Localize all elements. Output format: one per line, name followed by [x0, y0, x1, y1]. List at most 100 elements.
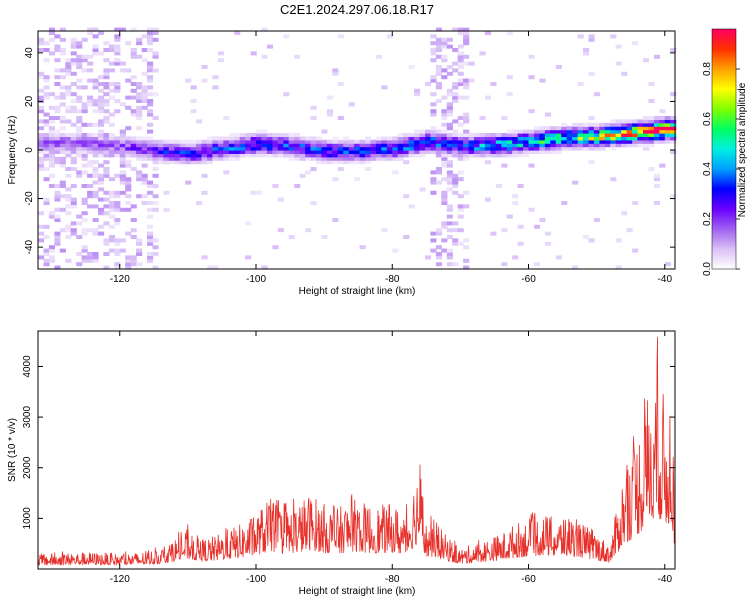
spectrogram-cell — [615, 122, 622, 127]
spectrogram-cell — [452, 190, 459, 195]
spectrogram-cell — [381, 153, 388, 158]
colorbar-title: Normalized spectral amplitude — [737, 82, 748, 217]
spectrogram-cell — [452, 48, 459, 52]
spectrogram-cell — [147, 65, 154, 69]
spectrogram-cell — [38, 211, 45, 216]
spectrogram-cell — [98, 133, 105, 137]
spectrogram-cell — [103, 92, 110, 97]
spectrogram-cell — [626, 129, 633, 134]
spectrogram-cell — [130, 139, 137, 144]
spectrogram-cell — [593, 126, 600, 131]
spectrogram-cell — [81, 197, 88, 202]
spectrogram-cell — [103, 167, 110, 171]
spectrogram-cell — [517, 136, 524, 141]
spectrogram-cell — [506, 153, 513, 158]
spectrogram-cell — [266, 139, 273, 144]
spectrogram-cell — [484, 153, 491, 158]
spectrogram-cell — [501, 139, 508, 144]
spectrogram-cell — [70, 58, 77, 63]
spectrogram-cell — [157, 146, 164, 151]
spectrogram-cell — [65, 235, 72, 239]
spectrogram-cell — [653, 136, 660, 141]
spectrogram-cell — [43, 92, 50, 97]
spectrogram-cell — [626, 122, 633, 127]
spectrogram-cell — [136, 85, 143, 90]
spectrogram-cell — [283, 136, 290, 141]
spectrogram-cell — [190, 139, 197, 144]
spectrogram-cell — [65, 224, 72, 229]
spectrogram-cell — [430, 136, 437, 141]
spectrogram-cell — [397, 156, 404, 161]
spectrogram-cell — [495, 143, 502, 148]
spectrogram-cell — [648, 99, 655, 103]
spectrogram-cell — [332, 177, 339, 182]
y-tick-label: 3000 — [22, 406, 33, 429]
spectrogram-cell — [163, 160, 170, 165]
spectrogram-x-axis: -120 -100 -80 -60 -40 — [110, 31, 672, 285]
spectrogram-cell — [365, 146, 372, 151]
spectrogram-cell — [566, 129, 573, 134]
spectrogram-cell — [277, 153, 284, 158]
spectrogram-cell — [299, 136, 306, 141]
spectrogram-cell — [65, 197, 72, 202]
spectrogram-cell — [261, 136, 268, 141]
spectrogram-cell — [147, 102, 154, 107]
spectrogram-cell — [48, 156, 55, 161]
spectrogram-cell — [212, 136, 219, 141]
spectrogram-cell — [321, 153, 328, 158]
spectrogram-cell — [452, 68, 459, 73]
spectrogram-cell — [626, 228, 633, 233]
spectrogram-cell — [168, 143, 175, 148]
spectrogram-cell — [245, 136, 252, 141]
spectrogram-cell — [326, 146, 333, 151]
spectrogram-cell — [272, 139, 279, 144]
spectrogram-cell — [87, 143, 94, 148]
spectrogram-cell — [87, 27, 94, 32]
spectrogram-cell — [332, 136, 339, 141]
spectrogram-cell — [621, 143, 628, 148]
spectrogram-cell — [555, 139, 562, 144]
spectrogram-cell — [414, 139, 421, 144]
spectrogram-cell — [604, 143, 611, 148]
spectrogram-cell — [152, 116, 159, 120]
spectrogram-cell — [261, 153, 268, 158]
spectrogram-cell — [653, 201, 660, 205]
spectrogram-cell — [430, 146, 437, 151]
spectrogram-cell — [446, 160, 453, 165]
spectrogram-cell — [76, 109, 83, 114]
spectrogram-cell — [375, 153, 382, 158]
spectrogram-cell — [615, 129, 622, 134]
spectrogram-cell — [441, 95, 448, 100]
spectrogram-cell — [201, 78, 208, 83]
spectrogram-cell — [256, 153, 263, 158]
spectrogram-cell — [441, 37, 448, 42]
spectrogram-cell — [65, 143, 72, 148]
spectrogram-cell — [103, 204, 110, 209]
spectrogram-cell — [136, 143, 143, 148]
spectrogram-cell — [130, 204, 137, 209]
spectrogram-cell — [441, 136, 448, 141]
spectrogram-cell — [114, 221, 121, 226]
spectrogram-cell — [201, 255, 208, 260]
spectrogram-cell — [87, 102, 94, 107]
spectrogram-cell — [92, 82, 99, 86]
spectrogram-cell — [452, 61, 459, 66]
spectrogram-cell — [234, 146, 241, 151]
spectrogram-cell — [441, 139, 448, 144]
spectrogram-cell — [179, 150, 186, 154]
spectrogram-cell — [125, 95, 132, 100]
spectrogram-cell — [168, 139, 175, 144]
spectrogram-cell — [81, 105, 88, 110]
spectrogram-cell — [392, 150, 399, 154]
spectrogram-cell — [76, 85, 83, 90]
spectrogram-cell — [446, 180, 453, 185]
spectrogram-cell — [38, 126, 45, 131]
spectrogram-cell — [446, 146, 453, 151]
spectrogram-cell — [561, 129, 568, 134]
spectrogram-cell — [430, 170, 437, 175]
spectrogram-cell — [446, 163, 453, 168]
spectrogram-cell — [201, 190, 208, 195]
y-tick-label: -20 — [24, 191, 35, 206]
y-tick-label: 2000 — [22, 456, 33, 479]
spectrogram-cell — [250, 146, 257, 151]
